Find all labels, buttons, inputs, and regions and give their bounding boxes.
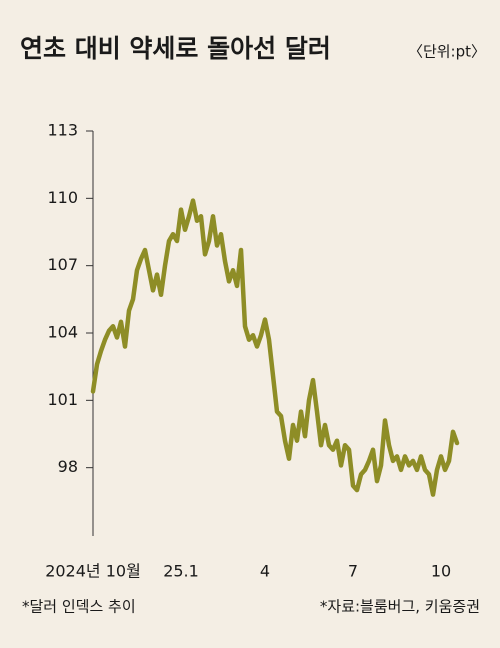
y-tick-label: 104 — [47, 323, 78, 342]
note: *달러 인덱스 추이 — [22, 598, 136, 616]
source: *자료:블룸버그, 키움증권 — [320, 598, 480, 616]
x-tick-label: 4 — [260, 562, 270, 581]
x-tick-label: 25.1 — [163, 562, 199, 581]
y-tick-label: 110 — [47, 188, 78, 207]
line-series — [90, 198, 460, 497]
y-tick-label: 113 — [47, 121, 78, 140]
y-tick-label: 107 — [47, 255, 78, 274]
x-tick-label: 2024년 10월 — [45, 562, 141, 581]
y-tick-label: 101 — [47, 390, 78, 409]
x-tick-label: 10 — [431, 562, 451, 581]
chart-title: 연초 대비 약세로 돌아선 달러 — [20, 34, 331, 63]
y-tick-label: 98 — [58, 457, 78, 476]
x-tick-label: 7 — [348, 562, 358, 581]
unit-label: 〈단위:pt〉 — [408, 43, 486, 61]
